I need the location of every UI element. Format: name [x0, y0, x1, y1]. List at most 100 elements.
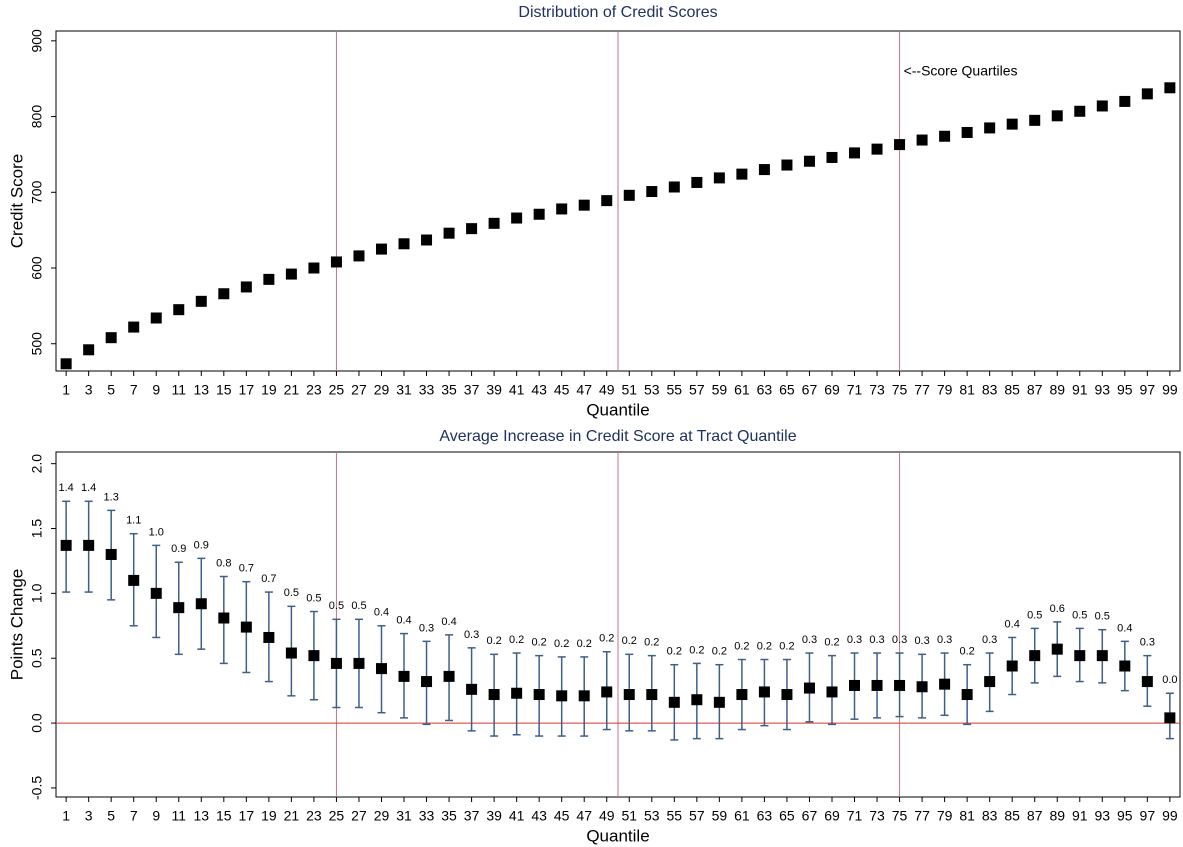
value-label: 0.4 — [1117, 622, 1132, 634]
value-label: 0.3 — [914, 635, 929, 647]
value-label: 0.2 — [779, 640, 794, 652]
point — [285, 268, 297, 280]
value-label: 0.5 — [329, 600, 344, 612]
x-tick-label: 95 — [1117, 382, 1133, 398]
x-tick-label: 91 — [1072, 808, 1088, 824]
x-tick-label: 43 — [531, 382, 547, 398]
point — [533, 208, 545, 220]
point — [1096, 100, 1108, 112]
x-tick-label: 11 — [171, 808, 186, 824]
x-tick-label: 83 — [982, 382, 998, 398]
value-label: 0.8 — [216, 557, 231, 569]
x-tick-label: 35 — [441, 382, 457, 398]
point — [1074, 650, 1086, 662]
point — [308, 650, 320, 662]
x-tick-label: 27 — [351, 382, 367, 398]
point — [961, 126, 973, 138]
value-label: 0.6 — [1050, 603, 1065, 615]
x-tick-label: 39 — [486, 382, 502, 398]
x-tick-label: 57 — [689, 382, 705, 398]
x-tick-label: 31 — [396, 382, 412, 398]
value-label: 0.4 — [396, 614, 411, 626]
point — [1164, 712, 1176, 724]
value-label: 0.5 — [1072, 609, 1087, 621]
point — [623, 689, 635, 701]
point — [646, 689, 658, 701]
point — [173, 602, 185, 614]
value-label: 0.2 — [644, 637, 659, 649]
x-tick-label: 41 — [509, 382, 525, 398]
x-tick-label: 63 — [757, 382, 773, 398]
value-label: 0.2 — [824, 637, 839, 649]
point — [398, 238, 410, 250]
x-tick-label: 65 — [779, 382, 795, 398]
value-label: 0.3 — [892, 634, 907, 646]
x-tick-label: 73 — [869, 808, 885, 824]
x-tick-label: 73 — [869, 382, 885, 398]
point — [1029, 114, 1041, 126]
x-tick-label: 17 — [239, 382, 255, 398]
x-tick-label: 51 — [621, 382, 637, 398]
x-tick-label: 39 — [486, 808, 502, 824]
x-tick-label: 7 — [130, 808, 138, 824]
point — [601, 195, 613, 207]
x-tick-label: 75 — [892, 808, 908, 824]
value-label: 1.4 — [81, 482, 96, 494]
point — [871, 679, 883, 691]
value-label: 0.5 — [306, 592, 321, 604]
x-tick-label: 83 — [982, 808, 998, 824]
point — [1164, 82, 1176, 94]
y-tick-label: 0.0 — [29, 713, 45, 733]
x-tick-label: 3 — [85, 808, 93, 824]
x-tick-label: 93 — [1094, 808, 1110, 824]
point — [713, 172, 725, 184]
value-label: 0.3 — [464, 629, 479, 641]
value-label: 0.3 — [869, 634, 884, 646]
value-label: 0.2 — [577, 638, 592, 650]
point — [1006, 118, 1018, 130]
point — [421, 234, 433, 246]
x-tick-label: 15 — [216, 382, 232, 398]
point — [1051, 110, 1063, 122]
value-label: 0.2 — [622, 635, 637, 647]
x-tick-label: 21 — [284, 382, 300, 398]
point — [488, 217, 500, 229]
value-label: 0.5 — [1027, 609, 1042, 621]
y-tick-label: 500 — [29, 332, 45, 356]
x-tick-label: 81 — [959, 382, 975, 398]
value-label: 1.1 — [126, 515, 141, 527]
point — [330, 256, 342, 268]
y-axis-label: Credit Score — [7, 154, 26, 248]
point — [240, 621, 252, 633]
x-tick-label: 71 — [847, 382, 863, 398]
x-tick-label: 41 — [509, 808, 525, 824]
x-axis-label: Quantile — [586, 400, 649, 419]
value-label: 0.2 — [689, 644, 704, 656]
x-tick-label: 23 — [306, 808, 322, 824]
x-tick-label: 19 — [261, 808, 277, 824]
point — [421, 676, 433, 688]
point — [83, 344, 95, 356]
y-tick-label: 800 — [29, 105, 45, 129]
point — [871, 143, 883, 155]
x-tick-label: 25 — [329, 808, 345, 824]
x-tick-label: 19 — [261, 382, 277, 398]
x-tick-label: 67 — [802, 808, 818, 824]
value-label: 0.4 — [441, 616, 456, 628]
value-label: 0.7 — [261, 573, 276, 585]
x-tick-label: 61 — [734, 382, 750, 398]
x-tick-label: 5 — [107, 382, 115, 398]
value-label: 0.4 — [1005, 618, 1020, 630]
x-tick-label: 21 — [284, 808, 300, 824]
point — [736, 689, 748, 701]
value-label: 0.2 — [667, 646, 682, 658]
value-label: 0.5 — [351, 600, 366, 612]
value-label: 0.2 — [599, 633, 614, 645]
point — [803, 155, 815, 167]
point — [1119, 660, 1131, 672]
x-tick-label: 49 — [599, 808, 615, 824]
value-label: 0.3 — [1140, 637, 1155, 649]
x-tick-label: 13 — [193, 382, 209, 398]
point — [1029, 650, 1041, 662]
point — [984, 676, 996, 688]
